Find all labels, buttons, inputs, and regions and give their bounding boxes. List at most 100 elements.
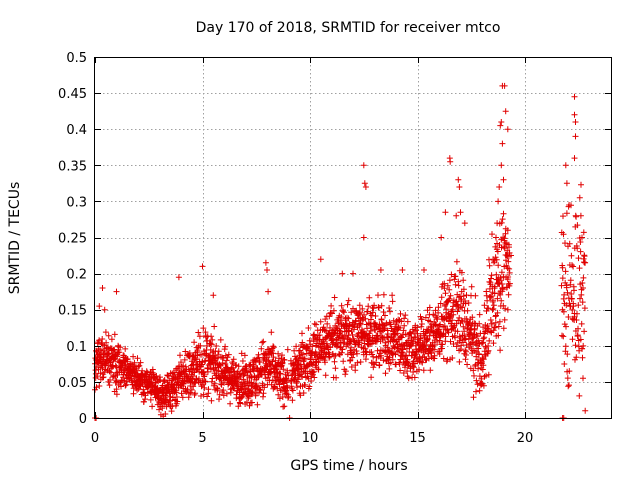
data-point: [441, 285, 448, 292]
data-point: [405, 375, 412, 382]
y-tick-label: 0.1: [66, 340, 87, 355]
data-point: [270, 343, 277, 350]
data-point: [448, 271, 455, 278]
data-point: [494, 248, 501, 255]
data-point: [416, 355, 423, 362]
data-point: [443, 306, 450, 313]
data-point: [574, 222, 581, 229]
data-point: [490, 297, 496, 304]
data-point: [367, 316, 374, 323]
data-point: [418, 358, 424, 365]
data-point: [130, 353, 137, 360]
data-point: [199, 263, 206, 270]
data-point: [400, 370, 407, 376]
data-point: [310, 371, 316, 378]
data-point: [446, 295, 453, 302]
data-point: [463, 352, 470, 358]
data-point: [296, 372, 303, 379]
data-point: [470, 367, 477, 374]
data-point: [495, 332, 502, 339]
data-point: [241, 352, 248, 359]
data-point: [102, 329, 109, 336]
data-point: [572, 356, 578, 363]
data-point: [562, 240, 568, 247]
data-point: [445, 329, 452, 336]
data-point: [576, 265, 583, 272]
data-point: [175, 274, 182, 281]
data-point: [371, 302, 378, 309]
data-point: [504, 306, 511, 313]
data-point: [473, 388, 479, 395]
data-point: [564, 351, 571, 358]
data-point: [386, 365, 393, 372]
data-point: [280, 366, 287, 373]
data-point: [398, 318, 405, 325]
data-point: [200, 325, 207, 332]
data-point: [465, 300, 472, 306]
data-point: [259, 339, 266, 346]
y-tick-label: 0.3: [66, 195, 87, 210]
data-point: [505, 258, 512, 265]
data-point: [504, 126, 511, 133]
data-point: [195, 329, 202, 336]
data-point: [198, 351, 205, 358]
data-point: [370, 353, 377, 360]
data-point: [494, 309, 501, 316]
data-point: [574, 245, 581, 252]
data-point: [575, 255, 582, 262]
data-point: [424, 335, 431, 342]
data-point: [572, 133, 579, 140]
data-point: [324, 320, 331, 327]
data-point: [431, 352, 438, 359]
data-point: [99, 285, 106, 291]
data-point: [560, 213, 566, 220]
data-point: [495, 198, 502, 205]
data-point: [123, 381, 129, 388]
y-tick-label: 0.35: [58, 159, 87, 174]
data-point: [573, 213, 580, 220]
data-point: [487, 328, 494, 335]
data-point: [490, 340, 497, 347]
data-point: [485, 305, 492, 312]
data-point: [357, 359, 364, 365]
data-point: [559, 332, 565, 339]
data-point: [181, 356, 188, 363]
data-point: [452, 334, 459, 341]
data-point: [389, 356, 396, 363]
data-point: [223, 390, 230, 397]
data-point: [455, 176, 462, 183]
data-point: [354, 359, 361, 366]
data-point: [493, 234, 499, 241]
data-point: [367, 321, 374, 328]
data-point: [241, 385, 248, 392]
data-point: [269, 358, 276, 365]
data-point: [124, 356, 131, 362]
data-point: [494, 295, 501, 302]
data-point: [97, 370, 104, 377]
data-point: [317, 318, 324, 325]
data-point: [436, 351, 443, 357]
data-point: [311, 331, 318, 338]
data-point: [348, 309, 355, 316]
data-point: [133, 367, 140, 374]
data-point: [168, 408, 175, 415]
data-point: [341, 309, 347, 316]
data-point: [339, 332, 346, 338]
data-point: [295, 366, 302, 373]
data-point: [366, 294, 373, 301]
data-point: [476, 320, 483, 327]
data-point: [238, 394, 245, 401]
data-point: [313, 321, 320, 328]
data-point: [96, 383, 103, 389]
y-axis-tick-labels: 0 0.05 0.1 0.15 0.2 0.25 0.3 0.35 0.4 0.45 0.5: [58, 51, 87, 427]
data-point: [208, 397, 215, 404]
data-point: [435, 304, 442, 311]
data-point: [489, 231, 495, 238]
data-point: [562, 343, 569, 350]
data-point: [452, 273, 459, 280]
data-point: [470, 394, 477, 401]
data-point: [254, 401, 261, 408]
data-point: [569, 262, 575, 269]
data-point: [437, 300, 444, 307]
